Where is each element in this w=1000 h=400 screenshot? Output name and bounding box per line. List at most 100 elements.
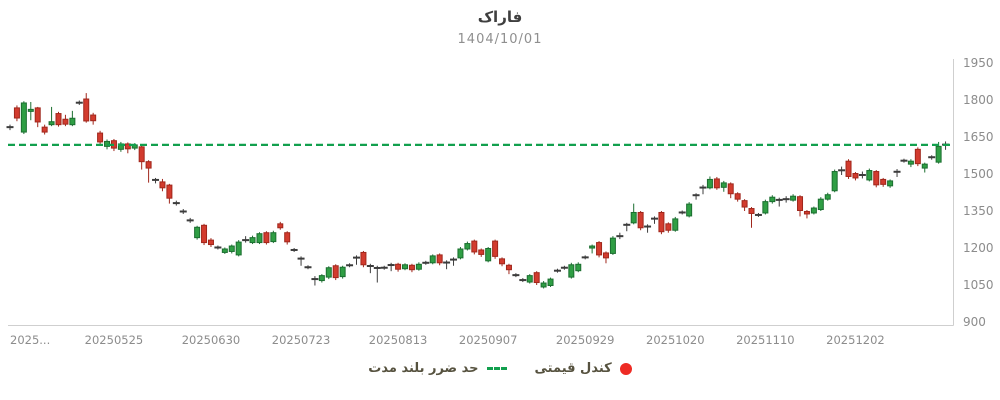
candle[interactable] bbox=[277, 221, 284, 230]
candle[interactable] bbox=[866, 168, 873, 182]
candle[interactable] bbox=[366, 263, 374, 274]
candle[interactable] bbox=[380, 265, 388, 270]
candle[interactable] bbox=[560, 265, 568, 270]
candle[interactable] bbox=[422, 260, 430, 265]
candle[interactable] bbox=[179, 209, 187, 214]
candle[interactable] bbox=[512, 273, 520, 278]
candle[interactable] bbox=[228, 244, 235, 254]
candle[interactable] bbox=[581, 255, 589, 260]
candle[interactable] bbox=[145, 160, 152, 183]
candle[interactable] bbox=[790, 194, 797, 202]
candle[interactable] bbox=[339, 265, 346, 279]
candle[interactable] bbox=[242, 236, 250, 243]
candle[interactable] bbox=[443, 260, 451, 270]
candle[interactable] bbox=[471, 239, 478, 255]
candle[interactable] bbox=[214, 245, 222, 250]
candle[interactable] bbox=[408, 263, 415, 273]
candle[interactable] bbox=[117, 141, 124, 152]
candle[interactable] bbox=[318, 274, 325, 283]
candle[interactable] bbox=[547, 277, 554, 287]
candle[interactable] bbox=[353, 255, 360, 265]
candle[interactable] bbox=[782, 196, 790, 203]
candle[interactable] bbox=[124, 142, 131, 154]
candle[interactable] bbox=[186, 217, 194, 223]
candle[interactable] bbox=[346, 263, 354, 268]
candle[interactable] bbox=[263, 231, 270, 245]
candle[interactable] bbox=[395, 262, 402, 272]
candle[interactable] bbox=[290, 248, 298, 252]
candlestick-chart[interactable]: 900 1050 1200 1350 1500 1650 1800 1950 2025... 20… bbox=[0, 0, 1000, 355]
candle[interactable] bbox=[754, 212, 762, 217]
candle[interactable] bbox=[166, 183, 173, 204]
candle[interactable] bbox=[492, 239, 499, 259]
candle[interactable] bbox=[769, 195, 776, 204]
candle[interactable] bbox=[97, 130, 104, 145]
candle[interactable] bbox=[27, 101, 34, 121]
candle[interactable] bbox=[325, 266, 332, 280]
candle[interactable] bbox=[159, 178, 166, 192]
candle[interactable] bbox=[519, 278, 527, 283]
candle[interactable] bbox=[900, 158, 908, 163]
candle[interactable] bbox=[332, 264, 339, 281]
candle[interactable] bbox=[678, 210, 686, 215]
candle[interactable] bbox=[464, 241, 471, 251]
candle[interactable] bbox=[415, 262, 422, 271]
candle[interactable] bbox=[270, 230, 277, 244]
candle[interactable] bbox=[817, 197, 824, 211]
candle[interactable] bbox=[665, 222, 672, 233]
candle[interactable] bbox=[644, 224, 652, 233]
candle[interactable] bbox=[297, 256, 305, 266]
candle[interactable] bbox=[727, 182, 734, 199]
candle[interactable] bbox=[831, 169, 838, 193]
candle[interactable] bbox=[887, 179, 894, 188]
candle[interactable] bbox=[650, 216, 658, 224]
candle[interactable] bbox=[41, 124, 48, 135]
candle[interactable] bbox=[602, 251, 609, 264]
candle[interactable] bbox=[485, 247, 492, 263]
candle[interactable] bbox=[194, 225, 201, 240]
candle[interactable] bbox=[138, 145, 145, 170]
candle[interactable] bbox=[775, 197, 783, 207]
candle[interactable] bbox=[75, 100, 83, 105]
candle[interactable] bbox=[457, 247, 464, 260]
candle[interactable] bbox=[499, 257, 506, 267]
candle[interactable] bbox=[741, 199, 748, 211]
candle[interactable] bbox=[713, 176, 720, 190]
candle[interactable] bbox=[568, 262, 575, 279]
candle[interactable] bbox=[373, 265, 381, 283]
candle[interactable] bbox=[803, 210, 810, 219]
candle[interactable] bbox=[734, 192, 741, 202]
candle[interactable] bbox=[672, 216, 679, 232]
candle[interactable] bbox=[90, 112, 97, 125]
candle[interactable] bbox=[478, 248, 485, 257]
candle[interactable] bbox=[880, 177, 887, 187]
candle[interactable] bbox=[762, 199, 769, 215]
candle[interactable] bbox=[284, 231, 291, 245]
candle[interactable] bbox=[616, 232, 624, 240]
candle[interactable] bbox=[914, 147, 921, 167]
candle[interactable] bbox=[589, 244, 596, 254]
candle[interactable] bbox=[360, 250, 367, 268]
candle[interactable] bbox=[720, 180, 727, 192]
candle[interactable] bbox=[201, 223, 208, 246]
candle[interactable] bbox=[505, 263, 512, 275]
candle[interactable] bbox=[221, 247, 228, 254]
candle[interactable] bbox=[62, 114, 69, 127]
candle[interactable] bbox=[893, 169, 901, 177]
candle[interactable] bbox=[20, 101, 27, 135]
candle[interactable] bbox=[637, 211, 644, 231]
candle[interactable] bbox=[152, 177, 160, 184]
candle[interactable] bbox=[249, 235, 256, 245]
candle[interactable] bbox=[34, 106, 41, 128]
candle[interactable] bbox=[921, 162, 928, 173]
candle[interactable] bbox=[596, 241, 603, 258]
candle[interactable] bbox=[450, 257, 458, 266]
candle[interactable] bbox=[692, 193, 700, 200]
candle[interactable] bbox=[526, 274, 533, 284]
candle[interactable] bbox=[55, 111, 62, 127]
candle[interactable] bbox=[658, 211, 665, 235]
candle[interactable] bbox=[387, 262, 395, 272]
candle[interactable] bbox=[429, 254, 436, 265]
candle[interactable] bbox=[852, 172, 859, 181]
candle[interactable] bbox=[873, 170, 880, 188]
